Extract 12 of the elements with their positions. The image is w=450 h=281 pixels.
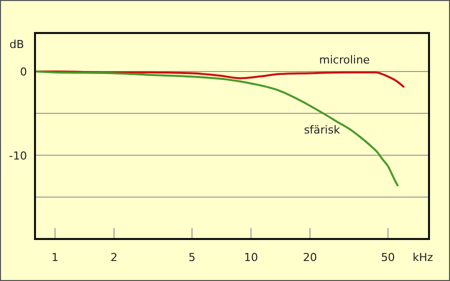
- series-label: microline: [319, 53, 370, 66]
- x-tick-label: 2: [110, 251, 118, 264]
- y-tick-label: -10: [9, 149, 27, 162]
- series-label: sfärisk: [304, 123, 341, 136]
- y-tick-label: 0: [20, 66, 27, 79]
- y-axis-title: dB: [9, 38, 24, 51]
- x-tick-label: 50: [380, 251, 395, 264]
- x-tick-label: 10: [244, 251, 258, 264]
- x-tick-label: 20: [302, 251, 317, 264]
- x-tick-label: 1: [52, 251, 59, 264]
- x-tick-label: 5: [188, 251, 196, 264]
- x-axis-title: kHz: [412, 251, 434, 264]
